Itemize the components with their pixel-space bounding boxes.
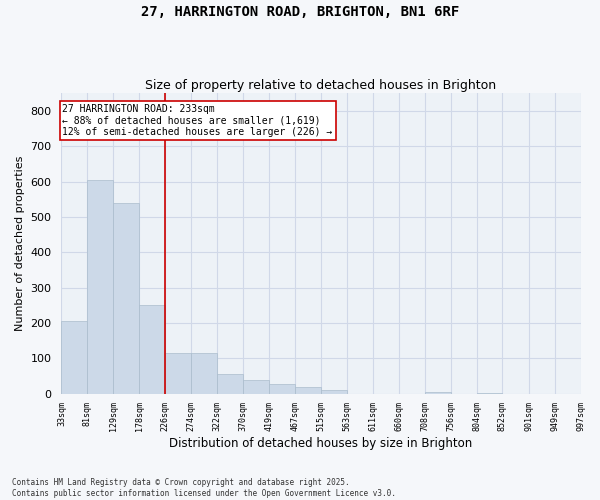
Bar xyxy=(87,180,113,394)
Text: 27, HARRINGTON ROAD, BRIGHTON, BN1 6RF: 27, HARRINGTON ROAD, BRIGHTON, BN1 6RF xyxy=(141,5,459,19)
Bar xyxy=(243,380,269,394)
Bar xyxy=(269,384,295,394)
Bar xyxy=(191,353,217,394)
Bar xyxy=(321,390,347,394)
Bar xyxy=(61,322,87,394)
Text: 27 HARRINGTON ROAD: 233sqm
← 88% of detached houses are smaller (1,619)
12% of s: 27 HARRINGTON ROAD: 233sqm ← 88% of deta… xyxy=(62,104,333,137)
Y-axis label: Number of detached properties: Number of detached properties xyxy=(15,156,25,331)
Bar xyxy=(217,374,243,394)
Bar xyxy=(113,203,139,394)
X-axis label: Distribution of detached houses by size in Brighton: Distribution of detached houses by size … xyxy=(169,437,473,450)
Bar xyxy=(425,392,451,394)
Bar xyxy=(295,386,321,394)
Bar xyxy=(139,306,166,394)
Text: Contains HM Land Registry data © Crown copyright and database right 2025.
Contai: Contains HM Land Registry data © Crown c… xyxy=(12,478,396,498)
Bar xyxy=(476,392,502,394)
Title: Size of property relative to detached houses in Brighton: Size of property relative to detached ho… xyxy=(145,79,497,92)
Bar xyxy=(166,353,191,394)
